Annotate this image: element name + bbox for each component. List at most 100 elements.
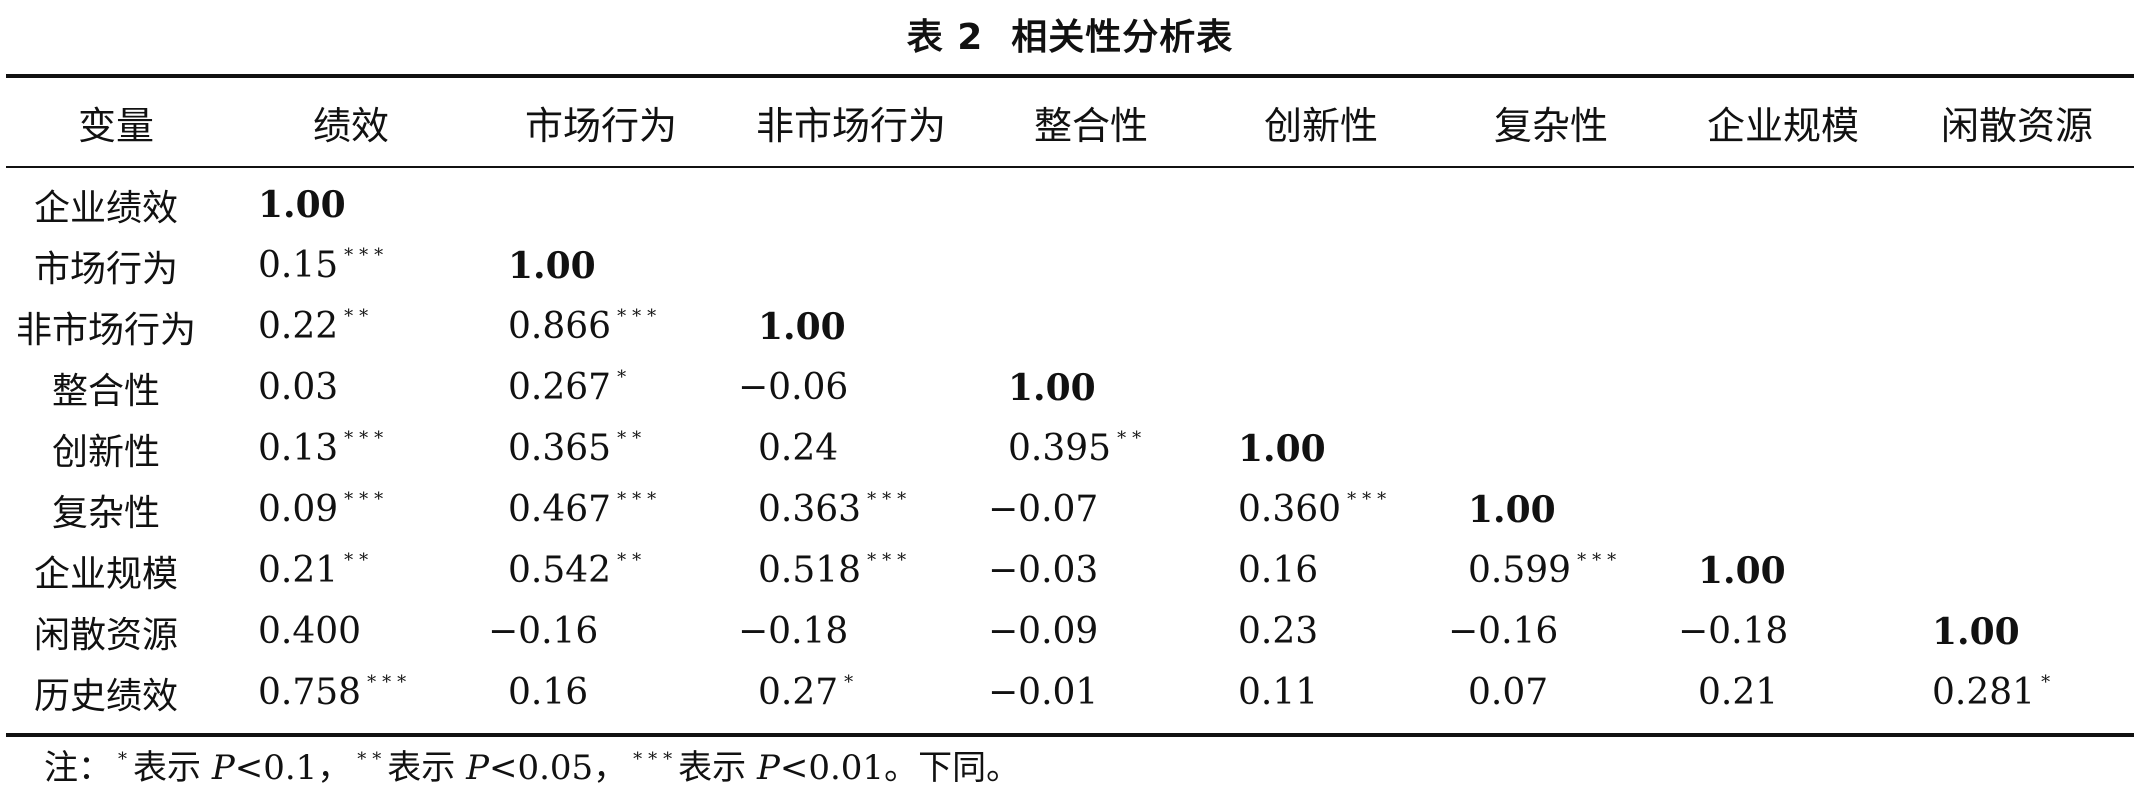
footnote-p-symbol: P	[211, 748, 235, 788]
row-label: 企业绩效	[33, 187, 178, 229]
empty-cell	[1900, 235, 2134, 296]
empty-cell	[976, 296, 1206, 357]
correlation-table-container: 变量 绩效 市场行为 非市场行为 整合性 创新性 复杂性 企业规模 闲散资源 企业绩效 1.00 市…	[6, 74, 2134, 737]
correlation-cell: 0.866 ***	[476, 296, 726, 357]
correlation-cell: −0.06	[726, 357, 976, 418]
empty-cell	[976, 235, 1206, 296]
correlation-cell: 0.15 ***	[226, 235, 476, 296]
table-number: 表 2	[906, 17, 984, 58]
empty-cell	[1900, 167, 2134, 235]
correlation-value: 0.27	[758, 672, 839, 713]
correlation-value: −0.16	[1448, 611, 1559, 652]
table-title: 表 2 相关性分析表	[0, 8, 2140, 60]
column-header: 变量	[77, 103, 154, 148]
significance-stars: ***	[344, 245, 390, 266]
correlation-cell: 0.07	[1436, 662, 1666, 735]
correlation-value: 0.11	[1238, 672, 1319, 713]
correlation-cell: 0.363 ***	[726, 479, 976, 540]
table-row: 企业绩效 1.00	[6, 167, 2134, 235]
correlation-cell: 0.13 ***	[226, 418, 476, 479]
correlation-value: 0.518	[758, 550, 862, 591]
table-caption: 相关性分析表	[1011, 17, 1234, 58]
correlation-value: −0.18	[738, 611, 849, 652]
correlation-cell: 0.09 ***	[226, 479, 476, 540]
table-row: 企业规模 0.21 ** 0.542 ** 0.518 *** −0.03 0.16 0.599 *…	[6, 540, 2134, 601]
correlation-value: 0.365	[508, 428, 612, 469]
correlation-table: 变量 绩效 市场行为 非市场行为 整合性 创新性 复杂性 企业规模 闲散资源 企业绩效 1.00 市…	[6, 74, 2134, 737]
footnote-condition: <0.01。	[779, 748, 919, 788]
footnote-text: 表示	[133, 748, 201, 788]
empty-cell	[1206, 296, 1436, 357]
correlation-value: −0.03	[988, 550, 1099, 591]
correlation-value: 0.467	[508, 489, 612, 530]
footnote-text: 表示	[387, 748, 456, 788]
table-row: 历史绩效 0.758 *** 0.16 0.27 * −0.01 0.11 0.07 0.21 0.…	[6, 662, 2134, 735]
correlation-value: −0.16	[488, 611, 599, 652]
row-label: 闲散资源	[33, 614, 178, 656]
table-row: 市场行为 0.15 *** 1.00	[6, 235, 2134, 296]
significance-stars: ***	[1577, 550, 1623, 571]
correlation-value: 0.758	[258, 672, 362, 713]
table-row: 整合性 0.03 0.267 * −0.06 1.00	[6, 357, 2134, 418]
correlation-cell: 0.599 ***	[1436, 540, 1666, 601]
correlation-value: 0.24	[758, 428, 839, 469]
correlation-cell: −0.03	[976, 540, 1206, 601]
empty-cell	[1900, 540, 2134, 601]
correlation-cell: 0.21 **	[226, 540, 476, 601]
correlation-value: 1.00	[508, 244, 596, 287]
row-label: 企业规模	[33, 553, 178, 595]
empty-cell	[1206, 167, 1436, 235]
correlation-value: 0.360	[1238, 489, 1342, 530]
significance-stars: ***	[344, 489, 390, 510]
correlation-cell: 0.542 **	[476, 540, 726, 601]
significance-stars: ***	[617, 489, 663, 510]
significance-stars: **	[617, 428, 648, 449]
correlation-value: 0.363	[758, 489, 862, 530]
significance-stars: *	[844, 672, 860, 693]
significance-stars: ***	[867, 489, 913, 510]
correlation-value: 0.23	[1238, 611, 1319, 652]
correlation-value: 0.281	[1932, 672, 2036, 713]
table-footnote: 注： *表示 P<0.1， **表示 P<0.05， ***表示 P<0.01。下同。	[44, 740, 1020, 789]
header-row: 变量 绩效 市场行为 非市场行为 整合性 创新性 复杂性 企业规模 闲散资源	[6, 76, 2134, 167]
significance-stars: ***	[367, 672, 413, 693]
column-header: 市场行为	[524, 103, 677, 148]
column-header: 绩效	[312, 103, 389, 148]
correlation-value: 0.16	[508, 672, 589, 713]
table-row: 创新性 0.13 *** 0.365 ** 0.24 0.395 ** 1.00	[6, 418, 2134, 479]
correlation-value: 1.00	[1698, 549, 1786, 592]
footnote-p-symbol: P	[756, 748, 780, 788]
correlation-cell: 0.758 ***	[226, 662, 476, 735]
correlation-cell: −0.07	[976, 479, 1206, 540]
column-header: 整合性	[1033, 103, 1148, 148]
correlation-value: 0.21	[258, 550, 339, 591]
row-label: 复杂性	[51, 492, 160, 534]
correlation-cell: 0.11	[1206, 662, 1436, 735]
column-header: 非市场行为	[755, 103, 946, 148]
correlation-cell: 1.00	[1206, 418, 1436, 479]
correlation-cell: 0.16	[1206, 540, 1436, 601]
column-header: 复杂性	[1493, 103, 1608, 148]
footnote-stars: ***	[633, 749, 679, 770]
correlation-cell: 1.00	[1436, 479, 1666, 540]
correlation-cell: −0.16	[476, 601, 726, 662]
correlation-value: −0.07	[988, 489, 1099, 530]
correlation-cell: 0.400	[226, 601, 476, 662]
correlation-value: 0.09	[258, 489, 339, 530]
significance-stars: ***	[867, 550, 913, 571]
correlation-cell: 0.518 ***	[726, 540, 976, 601]
empty-cell	[1666, 235, 1900, 296]
significance-stars: ***	[617, 306, 663, 327]
table-row: 复杂性 0.09 *** 0.467 *** 0.363 *** −0.07 0.360 *** 1…	[6, 479, 2134, 540]
correlation-value: 1.00	[1932, 610, 2020, 653]
correlation-cell: 0.395 **	[976, 418, 1206, 479]
correlation-value: −0.09	[988, 611, 1099, 652]
footnote-p-symbol: P	[466, 748, 489, 788]
empty-cell	[726, 167, 976, 235]
correlation-cell: 0.22 **	[226, 296, 476, 357]
correlation-value: 1.00	[1008, 366, 1096, 409]
correlation-value: 1.00	[758, 305, 846, 348]
correlation-value: 0.21	[1698, 672, 1779, 713]
correlation-cell: 0.03	[226, 357, 476, 418]
